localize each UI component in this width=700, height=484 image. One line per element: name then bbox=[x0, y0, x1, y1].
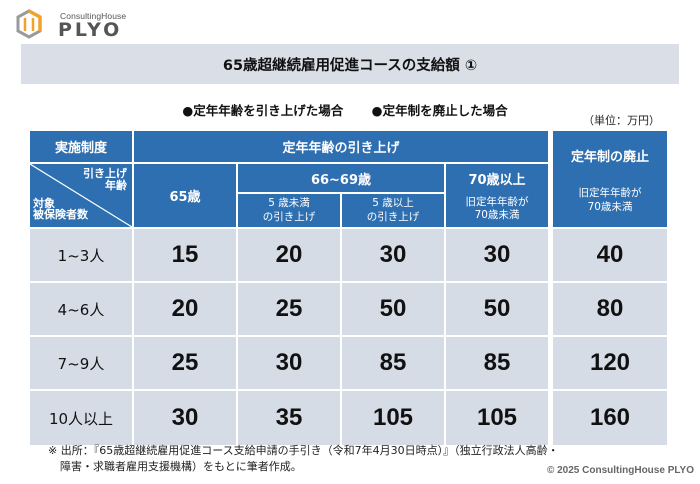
legend: ●定年年齢を引き上げた場合 ●定年制を廃止した場合 bbox=[0, 100, 700, 119]
table-cell: 25 bbox=[134, 337, 236, 389]
table-cell: 15 bbox=[134, 229, 236, 281]
table-cell: 20 bbox=[134, 283, 236, 335]
header-under5-line1: 5 歳未満 bbox=[268, 197, 310, 210]
table-cell: 40 bbox=[553, 229, 667, 281]
header-abolish-sub: 旧定年年齢が 70歳未満 bbox=[579, 187, 642, 213]
table-cell: 35 bbox=[238, 391, 340, 445]
diag-top-line1: 引き上げ bbox=[83, 167, 127, 180]
header-over-5-raise: 5 歳以上 の引き上げ bbox=[342, 194, 444, 227]
subsidy-table: 実施制度 定年年齢の引き上げ 定年制の廃止 旧定年年齢が 70歳未満 引き上げ … bbox=[30, 131, 667, 445]
header-over5-line2: の引き上げ bbox=[366, 210, 420, 223]
header-raise-group: 定年年齢の引き上げ bbox=[134, 131, 548, 162]
logo-hexagon-icon bbox=[16, 9, 42, 39]
table-cell: 105 bbox=[446, 391, 548, 445]
table-cell: 85 bbox=[446, 337, 548, 389]
header-system: 実施制度 bbox=[30, 131, 132, 162]
diag-top-line2: 年齢 bbox=[105, 178, 127, 192]
company-logo: ConsultingHouse PLYO bbox=[10, 6, 140, 41]
source-note-line2: 障害・求職者雇用支援機構）をもとに筆者作成。 bbox=[60, 460, 302, 473]
header-age70-sub-line1: 旧定年年齢が bbox=[465, 195, 529, 208]
page-title: 65歳超継続雇用促進コースの支給額 ① bbox=[222, 57, 478, 74]
copyright: © 2025 ConsultingHouse PLYO bbox=[546, 465, 694, 476]
legend-abolish: ●定年制を廃止した場合 bbox=[371, 103, 508, 118]
legend-raise-age: ●定年年齢を引き上げた場合 bbox=[182, 103, 344, 118]
table-cell: 50 bbox=[342, 283, 444, 335]
table-cell: 25 bbox=[238, 283, 340, 335]
diag-top-label: 引き上げ 年齢 bbox=[83, 168, 127, 191]
header-over5-line1: 5 歳以上 bbox=[372, 197, 414, 210]
header-age70-label: 70歳以上 bbox=[468, 172, 526, 188]
unit-label: （単位：万円） bbox=[583, 114, 660, 127]
header-age70-sub: 旧定年年齢が 70歳未満 bbox=[466, 196, 529, 222]
header-age-66-69: 66~69歳 bbox=[238, 164, 444, 192]
header-abolish-sub-line2: 70歳未満 bbox=[587, 200, 633, 213]
table-cell: 30 bbox=[134, 391, 236, 445]
source-note-line1: ※ 出所：『65歳超継続雇用促進コース支給申請の手引き（令和7年4月30日時点）… bbox=[48, 444, 559, 457]
header-under5-line2: の引き上げ bbox=[262, 210, 316, 223]
header-age-65: 65歳 bbox=[134, 164, 236, 227]
row-label: 10人以上 bbox=[30, 391, 132, 445]
header-abolish: 定年制の廃止 旧定年年齢が 70歳未満 bbox=[553, 131, 667, 227]
table-cell: 30 bbox=[238, 337, 340, 389]
row-label: 1~3人 bbox=[30, 229, 132, 281]
table-cell: 105 bbox=[342, 391, 444, 445]
title-bar: 65歳超継続雇用促進コースの支給額 ① bbox=[21, 44, 679, 84]
diag-bottom-label: 対象 被保険者数 bbox=[33, 198, 88, 221]
row-label: 4~6人 bbox=[30, 283, 132, 335]
header-abolish-sub-line1: 旧定年年齢が bbox=[578, 187, 642, 200]
row-label: 7~9人 bbox=[30, 337, 132, 389]
table-cell: 85 bbox=[342, 337, 444, 389]
table-cell: 20 bbox=[238, 229, 340, 281]
table-cell: 80 bbox=[553, 283, 667, 335]
header-age-70-plus: 70歳以上 旧定年年齢が 70歳未満 bbox=[446, 164, 548, 227]
table-cell: 30 bbox=[446, 229, 548, 281]
table-cell: 30 bbox=[342, 229, 444, 281]
header-diagonal-cell: 引き上げ 年齢 対象 被保険者数 bbox=[30, 164, 132, 227]
header-under-5-raise: 5 歳未満 の引き上げ bbox=[238, 194, 340, 227]
header-abolish-label: 定年制の廃止 bbox=[570, 150, 649, 166]
table-cell: 160 bbox=[553, 391, 667, 445]
source-note: ※ 出所：『65歳超継続雇用促進コース支給申請の手引き（令和7年4月30日時点）… bbox=[48, 443, 559, 475]
logo-big-text: PLYO bbox=[58, 19, 123, 41]
diag-bottom-line2: 被保険者数 bbox=[33, 208, 88, 222]
logo-small-text: ConsultingHouse bbox=[60, 11, 127, 21]
table-cell: 50 bbox=[446, 283, 548, 335]
table-cell: 120 bbox=[553, 337, 667, 389]
header-age70-sub-line2: 70歳未満 bbox=[474, 209, 520, 221]
diag-bottom-line1: 対象 bbox=[33, 196, 55, 210]
diagonal-line-icon bbox=[30, 164, 132, 227]
